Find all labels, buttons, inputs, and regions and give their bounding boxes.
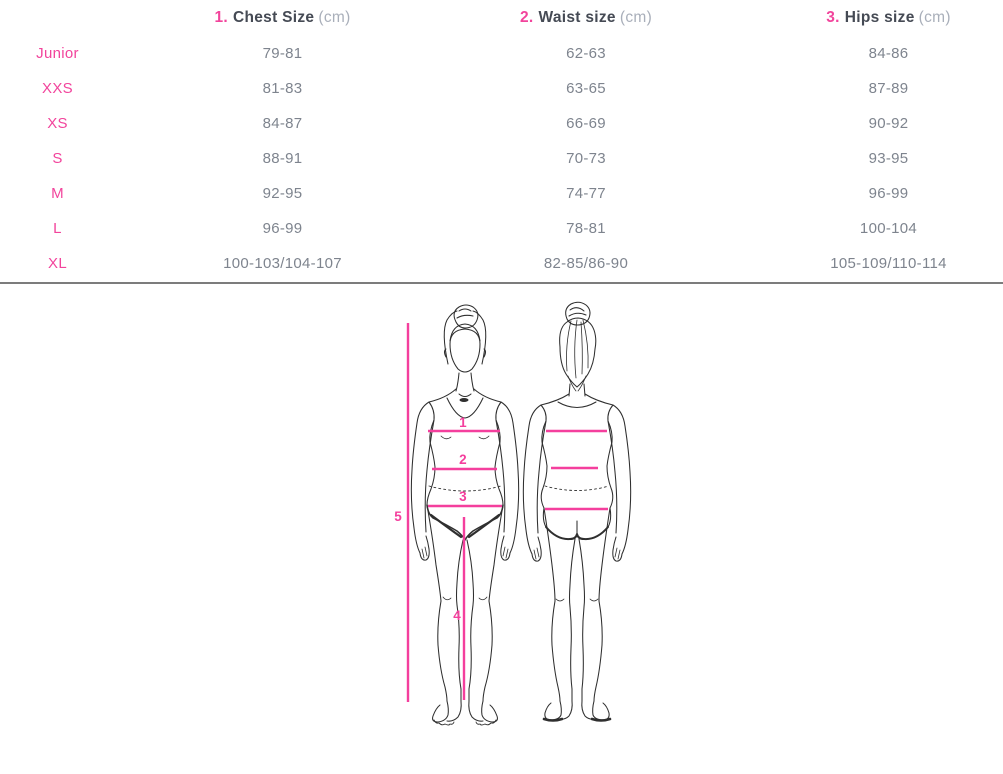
waist-value: 70-73 (566, 150, 606, 167)
header-chest-unit: (cm) (318, 9, 351, 26)
waist-value: 78-81 (566, 220, 606, 237)
table-row-l: L 96-99 78-81 100-104 (0, 211, 1003, 246)
height-label: 5 (394, 509, 402, 524)
hips-value: 87-89 (868, 80, 909, 97)
header-waist: 2. Waist size (cm) (450, 9, 722, 27)
chest-value: 79-81 (262, 45, 303, 62)
size-label: XS (47, 115, 68, 132)
waist-value: 62-63 (566, 45, 606, 62)
table-row-m: M 92-95 74-77 96-99 (0, 176, 1003, 211)
header-waist-label: Waist size (538, 9, 616, 26)
size-label: Junior (36, 45, 79, 62)
measurement-lines: 1 2 3 4 5 (394, 323, 608, 702)
table-row-xl: XL 100-103/104-107 82-85/86-90 105-109/1… (0, 246, 1003, 281)
header-waist-number: 2. (519, 9, 534, 26)
hips-value: 93-95 (868, 150, 909, 167)
waist-value: 66-69 (566, 115, 606, 132)
chest-value: 92-95 (262, 185, 303, 202)
table-header-row: 1. Chest Size (cm) 2. Waist size (cm) 3. Hips… (0, 0, 1003, 36)
size-label: XL (48, 255, 67, 272)
size-label: S (52, 150, 63, 167)
hips-value: 90-92 (868, 115, 909, 132)
hips-value: 100-104 (859, 220, 918, 237)
size-chart-table: 1. Chest Size (cm) 2. Waist size (cm) 3. Hips… (0, 0, 1003, 281)
table-divider (0, 282, 1003, 284)
measurement-diagram-svg: 1 2 3 4 5 (394, 301, 632, 726)
chest-value: 96-99 (262, 220, 303, 237)
inseam-label: 4 (453, 608, 461, 623)
size-label: XXS (42, 80, 73, 97)
chest-value: 100-103/104-107 (223, 255, 342, 272)
waist-value: 63-65 (566, 80, 606, 97)
table-row-xs: XS 84-87 66-69 90-92 (0, 106, 1003, 141)
hips-label: 3 (459, 489, 467, 504)
hips-value: 105-109/110-114 (830, 255, 947, 272)
header-hips-unit: (cm) (918, 9, 951, 26)
header-hips-number: 3. (826, 9, 840, 26)
waist-label: 2 (459, 452, 467, 467)
chest-label: 1 (459, 415, 467, 430)
header-waist-unit: (cm) (619, 9, 653, 26)
header-chest-number: 1. (214, 9, 228, 26)
header-hips: 3. Hips size (cm) (722, 9, 1003, 27)
size-label: L (53, 220, 62, 237)
table-row-xxs: XXS 81-83 63-65 87-89 (0, 71, 1003, 106)
header-chest-label: Chest Size (232, 9, 315, 26)
chest-value: 88-91 (262, 150, 303, 167)
figure-diagram: 1 2 3 4 5 (0, 284, 1003, 769)
chest-value: 84-87 (262, 115, 303, 132)
hips-value: 96-99 (868, 185, 909, 202)
front-figure-illustration (410, 304, 520, 726)
chest-value: 81-83 (262, 80, 303, 97)
table-row-junior: Junior 79-81 62-63 84-86 (0, 36, 1003, 71)
size-label: M (51, 185, 64, 202)
back-figure-illustration (522, 301, 632, 722)
waist-value: 82-85/86-90 (543, 255, 629, 272)
table-row-s: S 88-91 70-73 93-95 (0, 141, 1003, 176)
hips-value: 84-86 (868, 45, 909, 62)
waist-value: 74-77 (566, 185, 606, 202)
necklace-pendant (459, 398, 469, 402)
header-chest: 1. Chest Size (cm) (115, 9, 450, 27)
header-hips-label: Hips size (844, 9, 915, 26)
